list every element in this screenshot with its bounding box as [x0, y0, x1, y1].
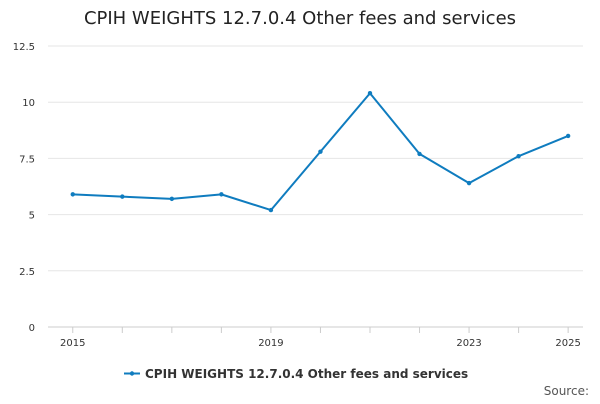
x-axis: 2015 2019 2023 2025 [48, 326, 583, 349]
data-point [466, 180, 472, 186]
data-point [70, 192, 75, 197]
x-tick-label: 2023 [456, 338, 481, 349]
data-point [516, 153, 521, 159]
legend[interactable]: CPIH WEIGHTS 12.7.0.4 Other fees and ser… [124, 367, 468, 381]
data-point [169, 196, 175, 202]
y-tick-label: 2.5 [19, 267, 35, 278]
data-point [417, 151, 422, 157]
x-tick-label: 2025 [555, 338, 580, 349]
x-tick-label: 2015 [60, 338, 85, 349]
legend-label: CPIH WEIGHTS 12.7.0.4 Other fees and ser… [145, 367, 468, 381]
y-tick-label: 0 [29, 323, 35, 334]
source-label: Source: [544, 384, 589, 398]
y-tick-label: 12.5 [13, 42, 35, 53]
series-layer [70, 91, 571, 213]
y-axis: 0 2.5 5 7.5 10 12.5 [13, 42, 35, 334]
legend-swatch-marker [129, 371, 135, 376]
x-tick-label: 2019 [258, 338, 283, 349]
y-tick-label: 5 [29, 211, 35, 222]
data-point [219, 192, 224, 197]
y-tick-label: 7.5 [19, 154, 35, 165]
data-point [268, 207, 274, 213]
data-point [120, 194, 125, 199]
chart-title: CPIH WEIGHTS 12.7.0.4 Other fees and ser… [84, 8, 516, 29]
data-point [565, 133, 571, 139]
y-tick-label: 10 [22, 98, 35, 109]
data-point [367, 91, 373, 96]
data-point [318, 149, 323, 154]
